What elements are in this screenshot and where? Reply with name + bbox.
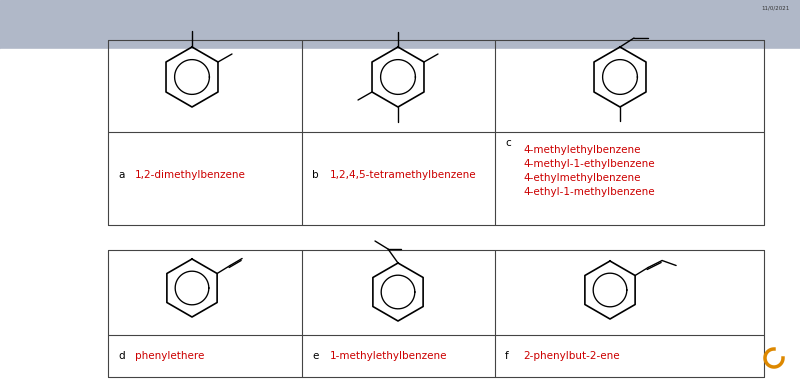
Text: 4-ethylmethylbenzene: 4-ethylmethylbenzene	[523, 173, 641, 183]
Text: f: f	[505, 351, 509, 361]
Text: c: c	[505, 138, 510, 148]
Text: d: d	[118, 351, 125, 361]
Bar	[0, 49, 800, 380]
Text: 4-methyl-1-ethylbenzene: 4-methyl-1-ethylbenzene	[523, 159, 654, 169]
Text: 4-ethyl-1-methylbenzene: 4-ethyl-1-methylbenzene	[523, 187, 654, 197]
Text: a: a	[118, 170, 124, 180]
Text: 11/0/2021: 11/0/2021	[762, 6, 790, 11]
Bar	[0, 0, 800, 49]
Text: e: e	[312, 351, 318, 361]
Text: b: b	[312, 170, 318, 180]
Text: 2-phenylbut-2-ene: 2-phenylbut-2-ene	[523, 351, 620, 361]
Text: 1-methylethylbenzene: 1-methylethylbenzene	[330, 351, 447, 361]
Text: 4-methylethylbenzene: 4-methylethylbenzene	[523, 145, 641, 155]
Text: phenylethere: phenylethere	[135, 351, 204, 361]
Text: 1,2,4,5-tetramethylbenzene: 1,2,4,5-tetramethylbenzene	[330, 170, 477, 180]
Text: 1,2-dimethylbenzene: 1,2-dimethylbenzene	[135, 170, 246, 180]
